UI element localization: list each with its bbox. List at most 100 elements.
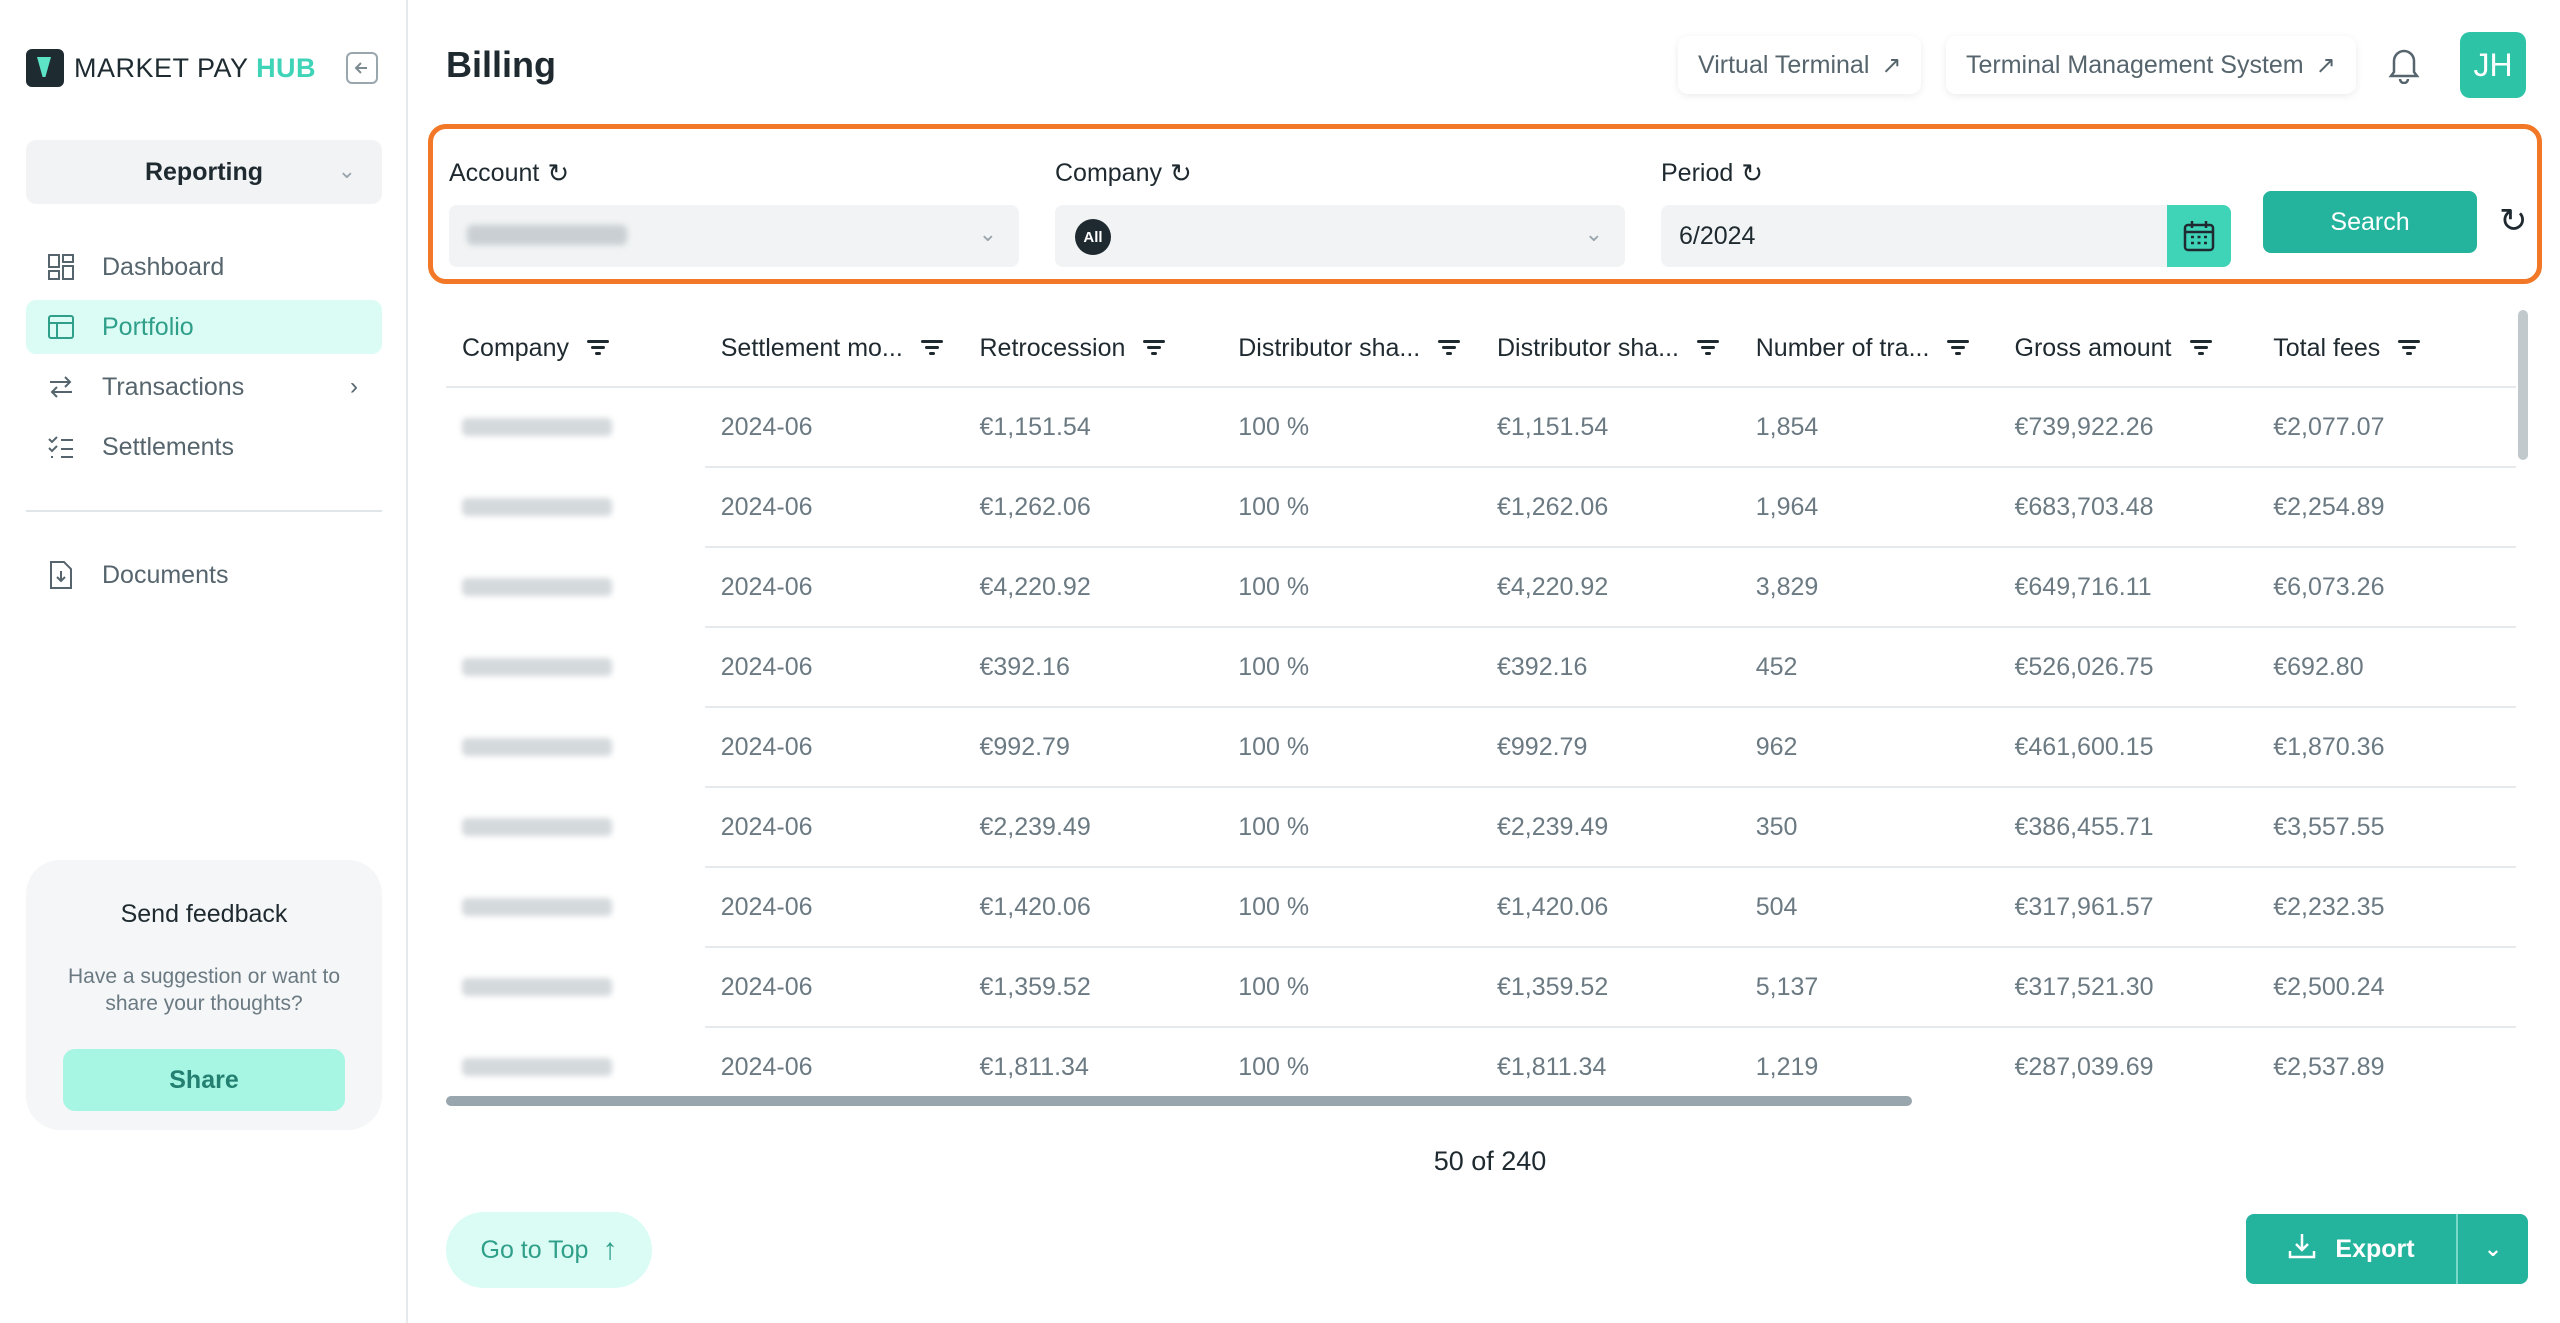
column-header-number-of-transactions[interactable]: Number of tra... (1740, 334, 1999, 363)
table-row[interactable]: 2024-06 €4,220.92 100 % €4,220.92 3,829 €649,… (446, 548, 2516, 628)
column-header-settlement-month[interactable]: Settlement mo... (705, 334, 964, 363)
sidebar-divider (26, 510, 382, 512)
filter-icon[interactable] (1438, 340, 1461, 356)
table-cell: 5,137 (1739, 948, 1999, 1028)
sidebar-item-transactions[interactable]: Transactions › (26, 360, 382, 414)
horizontal-scrollbar[interactable] (446, 1096, 1912, 1106)
cell-company (446, 948, 705, 1028)
chevron-down-icon: ⌄ (978, 221, 997, 246)
table-cell: €2,254.89 (2257, 468, 2516, 548)
vertical-scrollbar[interactable] (2518, 310, 2528, 460)
table-row[interactable]: 2024-06 €2,239.49 100 % €2,239.49 350 €386,45… (446, 788, 2516, 868)
table-row[interactable]: 2024-06 €1,151.54 100 % €1,151.54 1,854 €739,… (446, 388, 2516, 468)
table-cell: €392.16 (1481, 628, 1740, 708)
table-cell: 1,854 (1739, 388, 1999, 468)
filter-icon[interactable] (1697, 340, 1720, 356)
brand[interactable]: MARKET PAY HUB (26, 48, 316, 88)
checklist-icon (46, 432, 76, 462)
filter-icon[interactable] (587, 340, 609, 356)
search-button[interactable]: Search (2263, 191, 2477, 253)
filter-icon[interactable] (1143, 340, 1166, 356)
filter-icon[interactable] (2189, 340, 2212, 356)
table-row[interactable]: 2024-06 €392.16 100 % €392.16 452 €526,026.75… (446, 628, 2516, 708)
filter-icon[interactable] (920, 340, 943, 356)
company-label: Company ↻ (1055, 157, 1192, 188)
table-row[interactable]: 2024-06 €1,262.06 100 % €1,262.06 1,964 €683,… (446, 468, 2516, 548)
table-header: Company Settlement mo... Retrocession Di… (446, 310, 2516, 388)
reset-company-icon[interactable]: ↻ (1170, 157, 1192, 188)
virtual-terminal-link[interactable]: Virtual Terminal ↗ (1678, 36, 1922, 94)
company-name-redacted (462, 818, 612, 836)
collapse-sidebar-button[interactable] (346, 52, 378, 84)
table-cell: 2024-06 (704, 788, 964, 868)
terminal-management-link[interactable]: Terminal Management System ↗ (1946, 36, 2356, 94)
table-cell: €461,600.15 (1998, 708, 2258, 788)
table-row[interactable]: 2024-06 €992.79 100 % €992.79 962 €461,600.15… (446, 708, 2516, 788)
column-header-gross-amount[interactable]: Gross amount (1999, 334, 2258, 363)
table-row[interactable]: 2024-06 €1,359.52 100 % €1,359.52 5,137 €317,… (446, 948, 2516, 1028)
refresh-icon[interactable]: ↻ (2499, 202, 2528, 240)
column-header-distributor-share-amount[interactable]: Distributor sha... (1481, 334, 1740, 363)
table-cell: €1,870.36 (2257, 708, 2516, 788)
column-header-distributor-share-pct[interactable]: Distributor sha... (1222, 334, 1481, 363)
column-header-retrocession[interactable]: Retrocession (964, 334, 1223, 363)
sidebar-item-settlements[interactable]: Settlements (26, 420, 382, 474)
table-cell: 3,829 (1739, 548, 1999, 628)
table-cell: €1,151.54 (963, 388, 1223, 468)
company-name-redacted (462, 418, 612, 436)
table-cell: 2024-06 (704, 468, 964, 548)
sidebar-item-dashboard[interactable]: Dashboard (26, 240, 382, 294)
sidebar-item-label: Documents (102, 560, 229, 589)
table-cell: €4,220.92 (1481, 548, 1740, 628)
period-label: Period ↻ (1661, 157, 1764, 188)
table-cell: €1,262.06 (1481, 468, 1740, 548)
collapse-arrow-icon (354, 62, 367, 74)
company-select[interactable]: All ⌄ (1055, 205, 1625, 267)
table-cell: 2024-06 (704, 708, 964, 788)
column-header-company[interactable]: Company (446, 334, 705, 363)
share-feedback-button[interactable]: Share (63, 1049, 345, 1111)
sidebar-docs: Documents (26, 548, 382, 608)
sidebar-item-label: Transactions (102, 372, 245, 401)
table-cell: €2,232.35 (2257, 868, 2516, 948)
export-label: Export (2335, 1234, 2415, 1263)
cell-company (446, 468, 705, 548)
go-to-top-button[interactable]: Go to Top ↑ (446, 1212, 652, 1288)
table-cell: €683,703.48 (1998, 468, 2258, 548)
table-cell: 100 % (1222, 948, 1481, 1028)
export-options-dropdown[interactable]: ⌄ (2458, 1236, 2528, 1262)
account-select[interactable]: ⌄ (449, 205, 1019, 267)
sidebar-item-documents[interactable]: Documents (26, 548, 382, 602)
calendar-button[interactable] (2167, 205, 2231, 267)
external-link-icon: ↗ (1881, 51, 1902, 79)
table-row[interactable]: 2024-06 €1,420.06 100 % €1,420.06 504 €317,96… (446, 868, 2516, 948)
user-avatar[interactable]: JH (2460, 32, 2526, 98)
chevron-down-icon: ⌄ (337, 158, 356, 183)
feedback-description: Have a suggestion or want to share your … (68, 965, 340, 1015)
table-cell: 962 (1739, 708, 1999, 788)
sidebar-item-portfolio[interactable]: Portfolio (26, 300, 382, 354)
section-select[interactable]: Reporting ⌄ (26, 140, 382, 204)
dashboard-icon (46, 252, 76, 282)
reset-account-icon[interactable]: ↻ (547, 157, 570, 188)
table-cell: 2024-06 (704, 628, 964, 708)
document-download-icon (46, 560, 76, 590)
pagination-count: 50 of 240 (1433, 1146, 1547, 1176)
reset-period-icon[interactable]: ↻ (1741, 157, 1764, 188)
billing-table: Company Settlement mo... Retrocession Di… (446, 310, 2516, 1106)
filter-icon[interactable] (1947, 340, 1970, 356)
notifications-bell-icon[interactable] (2386, 44, 2422, 85)
go-to-top-label: Go to Top (480, 1235, 589, 1264)
table-cell: 100 % (1222, 468, 1481, 548)
table-cell: €1,359.52 (963, 948, 1223, 1028)
table-cell: €1,262.06 (963, 468, 1223, 548)
export-button[interactable]: Export (2246, 1214, 2458, 1284)
column-header-total-fees[interactable]: Total fees (2257, 334, 2516, 363)
table-cell: 2024-06 (704, 388, 964, 468)
account-value-redacted (467, 225, 627, 245)
table-row[interactable]: 2024-06 €1,811.34 100 % €1,811.34 1,219 €287,… (446, 1028, 2516, 1106)
period-input[interactable]: 6/2024 (1679, 221, 1756, 250)
filter-icon[interactable] (2398, 340, 2421, 356)
cell-company (446, 1028, 705, 1106)
table-cell: 100 % (1222, 388, 1481, 468)
